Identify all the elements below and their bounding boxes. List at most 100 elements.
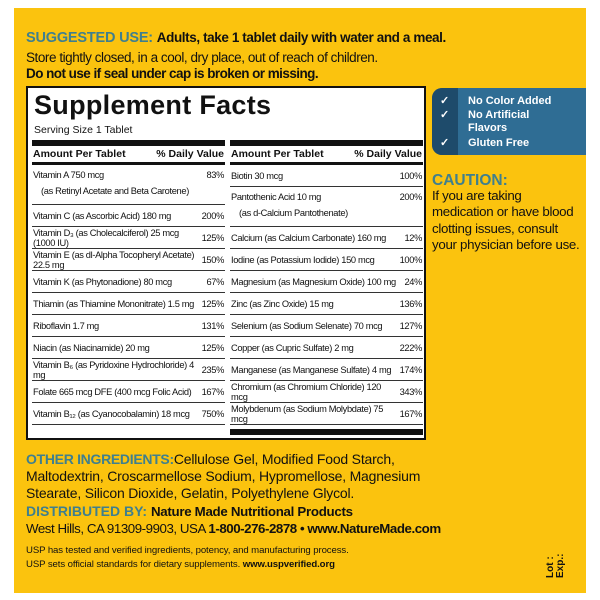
daily-value: 750%: [201, 408, 225, 419]
nutrient-name: Zinc (as Zinc Oxide) 15 mg: [231, 298, 334, 309]
nutrient-row: Copper (as Cupric Sulfate) 2 mg 222%: [230, 337, 423, 359]
nutrient-name: Thiamin (as Thiamine Mononitrate) 1.5 mg: [33, 298, 194, 309]
checkmark-icon: ✓: [440, 137, 450, 149]
nutrient-row: Manganese (as Manganese Sulfate) 4 mg 174…: [230, 359, 423, 381]
nutrient-name: Calcium (as Calcium Carbonate) 160 mg: [231, 232, 386, 243]
seal-warning: Do not use if seal under cap is broken o…: [26, 66, 319, 81]
checkmark-icon: ✓: [440, 95, 450, 107]
nutrient-row: Niacin (as Niacinamide) 20 mg 125%: [32, 337, 225, 359]
nutrient-name: Vitamin D₃ (as Cholecalciferol) 25 mcg (…: [33, 227, 179, 248]
serving-size: Serving Size 1 Tablet: [34, 124, 133, 136]
nutrient-cell: Vitamin K (as Phytonadione) 80 mcg: [33, 277, 172, 287]
daily-value: 125%: [201, 298, 225, 309]
nutrient-name: Vitamin B₆ (as Pyridoxine Hydrochloride)…: [33, 359, 194, 380]
nutrient-row: Biotin 30 mcg 100%: [230, 165, 423, 187]
daily-value: 167%: [201, 386, 225, 397]
distributed-label: DISTRIBUTED BY:: [26, 503, 148, 519]
daily-value: 174%: [399, 364, 423, 375]
nutrient-row: Riboflavin 1.7 mg 131%: [32, 315, 225, 337]
nutrient-cell: Vitamin B₁₂ (as Cyanocobalamin) 18 mcg: [33, 409, 190, 419]
nutrient-name: Niacin (as Niacinamide) 20 mg: [33, 342, 150, 353]
nutrient-row: Vitamin C (as Ascorbic Acid) 180 mg 200%: [32, 205, 225, 227]
badge-item: Flavors: [468, 122, 508, 134]
nutrient-cell: Calcium (as Calcium Carbonate) 160 mg: [231, 233, 386, 243]
nutrient-name: Magnesium (as Magnesium Oxide) 100 mg: [231, 276, 396, 287]
daily-value: 222%: [399, 342, 423, 353]
nutrient-name: Selenium (as Sodium Selenate) 70 mcg: [231, 320, 383, 331]
daily-value: 24%: [404, 276, 422, 287]
suggested-use-label: SUGGESTED USE:: [26, 30, 153, 46]
nutrient-cell: Magnesium (as Magnesium Oxide) 100 mg: [231, 277, 396, 287]
nutrient-cell: Riboflavin 1.7 mg: [33, 321, 99, 331]
badge-item: ✓ No Color Added: [440, 95, 552, 107]
daily-value: 83%: [206, 170, 224, 180]
nutrient-row: Chromium (as Chromium Chloride) 120 mcg 3…: [230, 381, 423, 403]
nutrient-cell: Copper (as Cupric Sulfate) 2 mg: [231, 343, 354, 353]
company-name: Nature Made Nutritional Products: [150, 504, 353, 519]
nutrient-cell: Vitamin D₃ (as Cholecalciferol) 25 mcg (…: [33, 228, 202, 248]
free-from-badge: ✓ No Color Added ✓ No Artificial Flavors ✓…: [432, 88, 586, 155]
nutrient-source: (as d-Calcium Pantothenate): [239, 208, 348, 218]
nutrient-cell: Niacin (as Niacinamide) 20 mg: [33, 342, 150, 353]
nutrient-row: Iodine (as Potassium Iodide) 150 mcg 100%: [230, 249, 423, 271]
daily-value: 100%: [399, 254, 423, 265]
usp-statement: USP has tested and verified ingredients,…: [26, 544, 349, 571]
nutrient-row: Calcium (as Calcium Carbonate) 160 mg 12%: [230, 227, 423, 249]
nutrient-cell: Vitamin C (as Ascorbic Acid) 180 mg: [33, 211, 171, 221]
nutrient-name: Vitamin C (as Ascorbic Acid) 180 mg: [33, 210, 171, 221]
suggested-use: SUGGESTED USE: Adults, take 1 tablet dai…: [26, 30, 446, 46]
daily-value: 167%: [399, 408, 423, 419]
facts-title: Supplement Facts: [34, 90, 272, 120]
badge-item: ✓ Gluten Free: [440, 137, 530, 149]
nutrient-name: Biotin 30 mcg: [231, 170, 283, 181]
caution-text: If you are taking medication or have blo…: [432, 188, 580, 252]
nutrient-cell: Chromium (as Chromium Chloride) 120 mcg: [231, 382, 400, 402]
supplement-facts-panel: Supplement Facts Serving Size 1 Tablet A…: [26, 86, 426, 440]
daily-value: 100%: [399, 170, 423, 181]
dv-header: % Daily Value: [354, 148, 422, 160]
nutrient-cell: Vitamin A 750 mcg (as Retinyl Acetate and…: [33, 170, 189, 196]
phone-web: 1-800-276-2878 • www.NatureMade.com: [208, 521, 441, 536]
exp-label: Exp.:: [555, 553, 566, 578]
daily-value: 235%: [201, 364, 225, 375]
nutrient-name: Pantothenic Acid 10 mg: [231, 192, 321, 202]
facts-header: Amount Per Tablet % Daily Value: [230, 146, 423, 165]
daily-value: 136%: [399, 298, 423, 309]
nutrient-row: Selenium (as Sodium Selenate) 70 mcg 127%: [230, 315, 423, 337]
distributed-by: DISTRIBUTED BY: Nature Made Nutritional …: [26, 503, 353, 519]
nutrient-row: Magnesium (as Magnesium Oxide) 100 mg 24%: [230, 271, 423, 293]
storage-text: Store tightly closed, in a cool, dry pla…: [26, 50, 378, 65]
amount-header: Amount Per Tablet: [231, 148, 324, 160]
daily-value: 12%: [404, 232, 422, 243]
address: West Hills, CA 91309-9903, USA: [26, 521, 206, 536]
nutrient-cell: Vitamin E (as dl-Alpha Tocopheryl Acetat…: [33, 250, 202, 270]
nutrient-row: Molybdenum (as Sodium Molybdate) 75 mcg 1…: [230, 403, 423, 425]
usp-url: www.uspverified.org: [242, 558, 335, 570]
daily-value: 125%: [201, 232, 225, 243]
caution-label: CAUTION:: [432, 172, 508, 189]
nutrient-name: Chromium (as Chromium Chloride) 120 mcg: [231, 381, 381, 402]
facts-column-left: Amount Per Tablet % Daily Value Vitamin A…: [32, 140, 225, 425]
nutrient-cell: Selenium (as Sodium Selenate) 70 mcg: [231, 320, 383, 331]
nutrient-cell: Folate 665 mcg DFE (400 mcg Folic Acid): [33, 387, 192, 397]
nutrient-source: (as Retinyl Acetate and Beta Carotene): [41, 186, 189, 196]
nutrient-row: Vitamin D₃ (as Cholecalciferol) 25 mcg (…: [32, 227, 225, 249]
dv-header: % Daily Value: [156, 148, 224, 160]
nutrient-cell: Zinc (as Zinc Oxide) 15 mg: [231, 299, 334, 309]
daily-value: 200%: [201, 210, 225, 221]
nutrient-row: Vitamin B₁₂ (as Cyanocobalamin) 18 mcg 75…: [32, 403, 225, 425]
lot-exp: Lot : Exp.:: [545, 553, 566, 578]
nutrient-row: Thiamin (as Thiamine Mononitrate) 1.5 mg…: [32, 293, 225, 315]
daily-value: 67%: [206, 276, 224, 287]
nutrient-row: Vitamin B₆ (as Pyridoxine Hydrochloride)…: [32, 359, 225, 381]
nutrient-name: Riboflavin 1.7 mg: [33, 320, 99, 331]
nutrient-cell: Vitamin B₆ (as Pyridoxine Hydrochloride)…: [33, 360, 202, 380]
usp-line2: USP sets official standards for dietary …: [26, 558, 241, 570]
nutrient-row: Folate 665 mcg DFE (400 mcg Folic Acid) 1…: [32, 381, 225, 403]
nutrient-name: Iodine (as Potassium Iodide) 150 mcg: [231, 254, 375, 265]
facts-column-right: Amount Per Tablet % Daily Value Biotin 30…: [230, 140, 423, 435]
nutrient-cell: Manganese (as Manganese Sulfate) 4 mg: [231, 365, 392, 375]
nutrient-name: Vitamin E (as dl-Alpha Tocopheryl Acetat…: [33, 249, 195, 270]
other-ingredients: OTHER INGREDIENTS:Cellulose Gel, Modifie…: [26, 451, 446, 502]
address-line: West Hills, CA 91309-9903, USA 1-800-276…: [26, 521, 441, 536]
